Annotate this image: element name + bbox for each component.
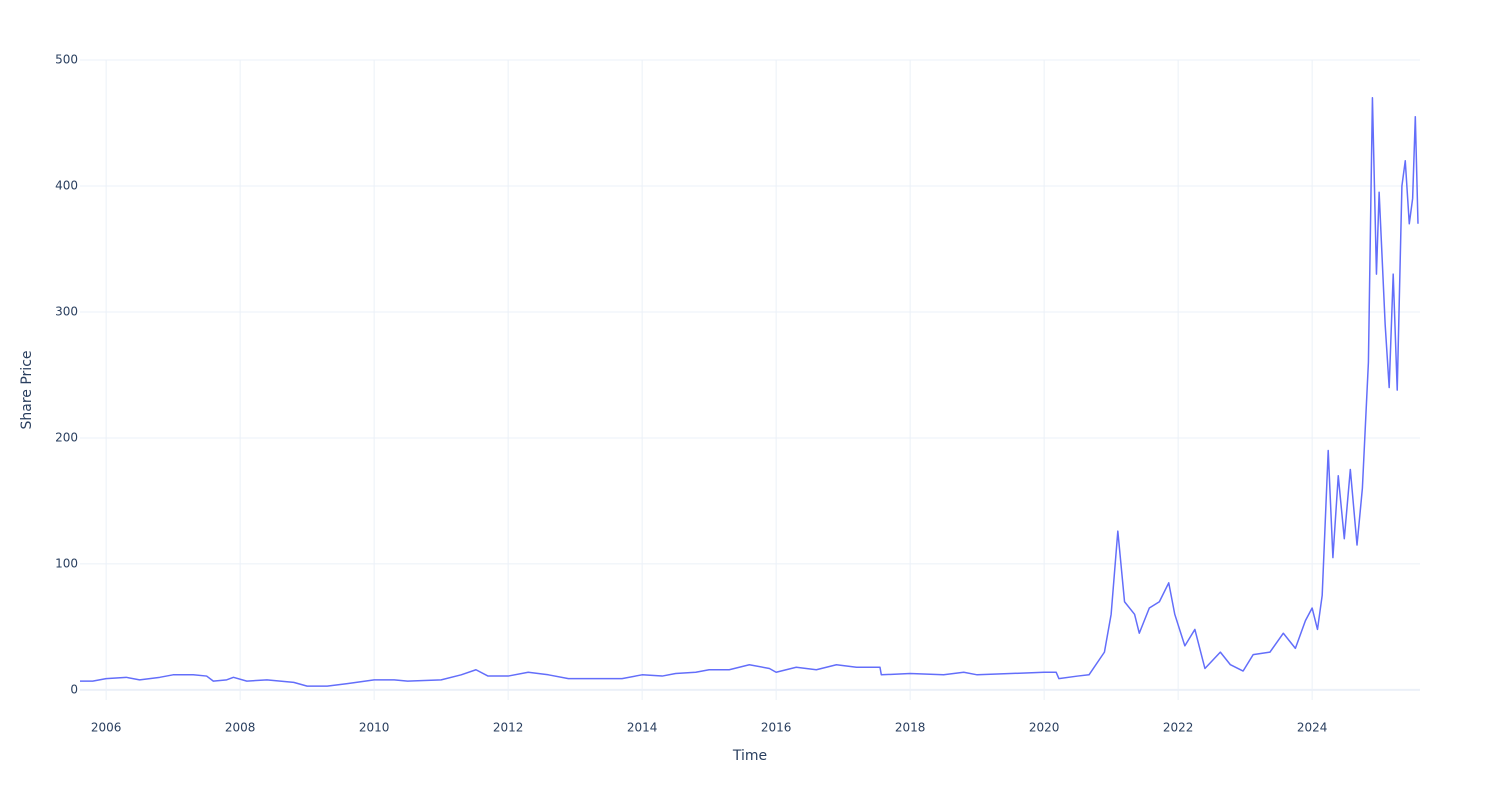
y-tick-label: 200 (55, 430, 78, 444)
x-tick-label: 2012 (493, 721, 524, 735)
x-tick-label: 2010 (359, 721, 390, 735)
y-tick-label: 300 (55, 304, 78, 318)
y-tick-label: 0 (70, 682, 78, 696)
x-tick-label: 2024 (1297, 721, 1328, 735)
y-tick-label: 100 (55, 556, 78, 570)
x-tick-label: 2020 (1029, 721, 1060, 735)
x-tick-label: 2008 (225, 721, 256, 735)
price-line (80, 97, 1419, 687)
x-tick-label: 2022 (1163, 721, 1194, 735)
x-tick-label: 2006 (91, 721, 122, 735)
x-axis-title: Time (732, 748, 767, 764)
x-tick-label: 2018 (895, 721, 926, 735)
x-tick-label: 2014 (627, 721, 658, 735)
y-axis-title: Share Price (19, 350, 35, 429)
y-tick-label: 400 (55, 178, 78, 192)
x-tick-label: 2016 (761, 721, 792, 735)
y-tick-label: 500 (55, 53, 78, 67)
